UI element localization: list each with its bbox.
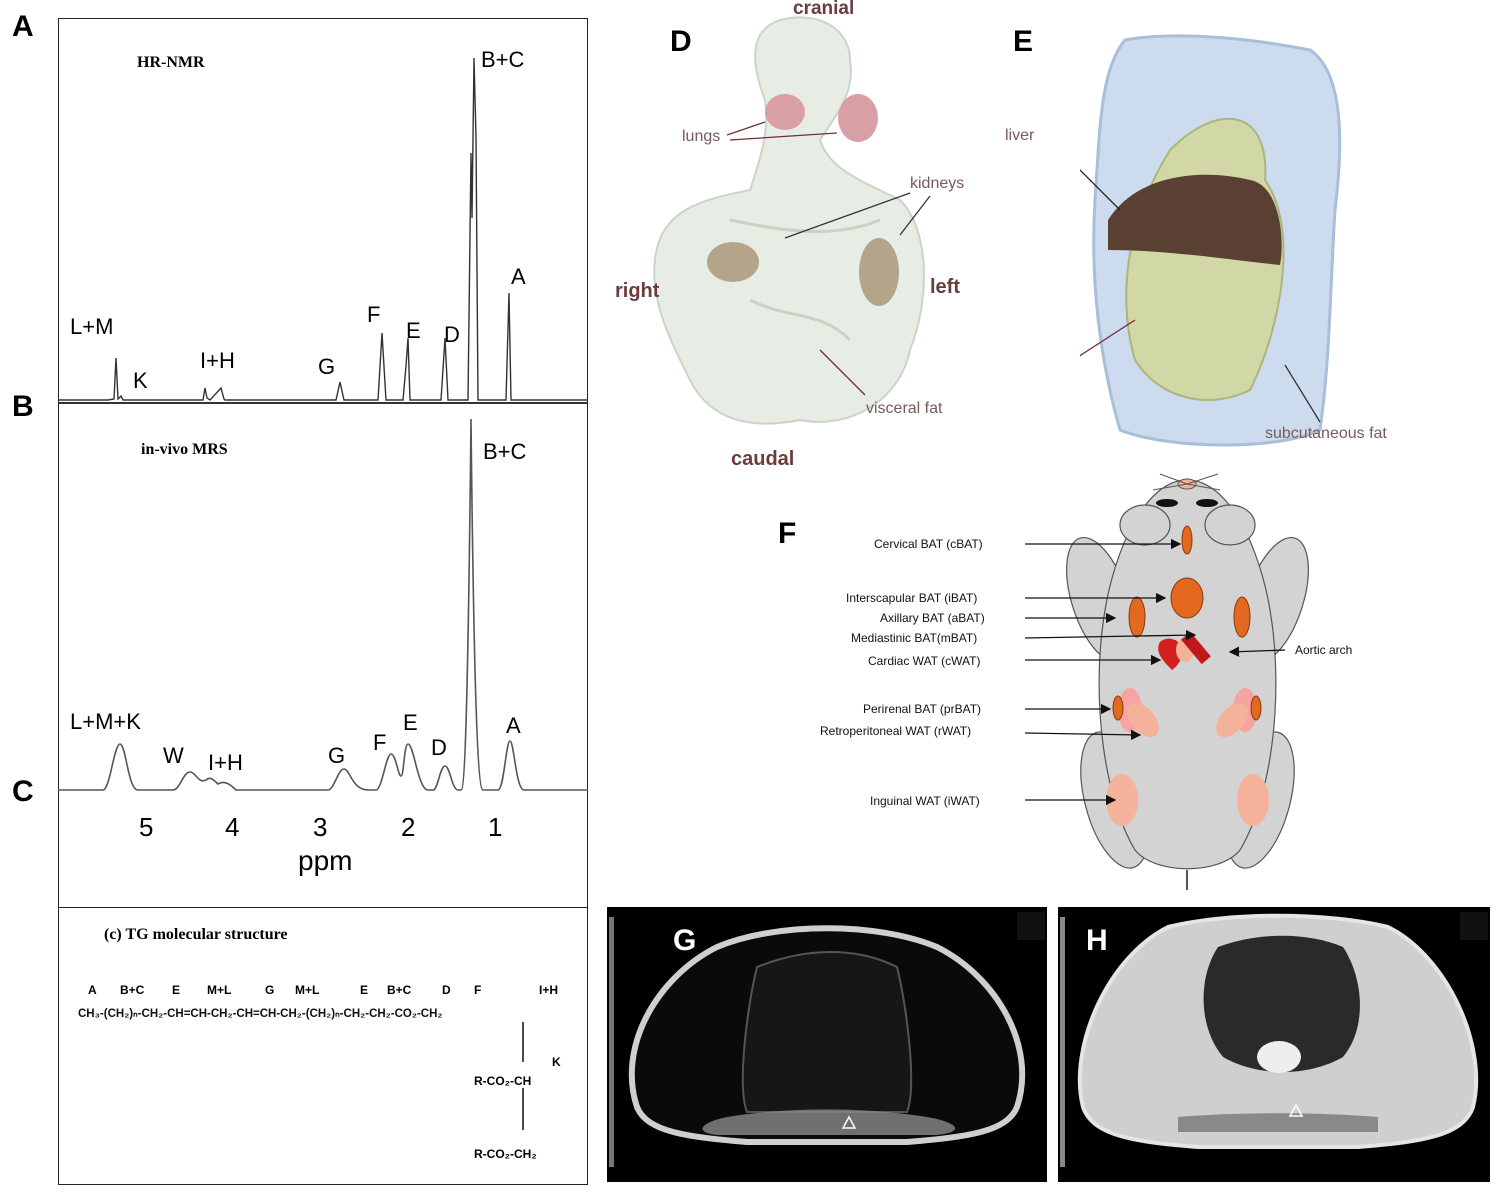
x-tick-1: 1 — [488, 812, 503, 842]
label-subcutaneous-fat: subcutaneous fat — [1265, 425, 1387, 442]
struct-label-ml2: M+L — [295, 983, 320, 997]
label-left: left — [930, 276, 960, 298]
label-lungs: lungs — [682, 128, 721, 145]
mri-h-drawing — [1058, 907, 1490, 1182]
label-liver: liver — [1005, 127, 1035, 144]
peak-b-bc: B+C — [483, 439, 527, 464]
spectrum-b-plot — [58, 418, 588, 791]
peak-a-lm: L+M — [70, 314, 114, 339]
panel-f-arrows — [1024, 538, 1286, 806]
x-tick-2: 2 — [401, 812, 416, 842]
label-cwat: Cardiac WAT (cWAT) — [868, 654, 981, 668]
peak-a-a: A — [511, 264, 526, 289]
spectrum-divider — [58, 402, 588, 404]
peak-b-f: F — [373, 730, 387, 755]
panel-label-a: A — [12, 10, 34, 43]
panel-label-g: G — [673, 924, 697, 957]
mri-image-g — [607, 907, 1047, 1182]
struct-label-e2: E — [360, 983, 369, 997]
struct-r2: R-CO₂-CH₂ — [474, 1147, 537, 1161]
x-tick-5: 5 — [139, 812, 154, 842]
spectrum-b-title: in-vivo MRS — [141, 441, 228, 458]
structure-title: (c) TG molecular structure — [104, 926, 288, 943]
label-kidneys: kidneys — [910, 175, 965, 192]
panel-label-c: C — [12, 775, 34, 808]
label-caudal: caudal — [731, 448, 795, 470]
spectrum-a-trace — [58, 57, 588, 401]
struct-label-k: K — [552, 1055, 561, 1069]
peak-a-bc: B+C — [481, 47, 525, 72]
label-aortic-arch: Aortic arch — [1295, 643, 1353, 657]
peak-a-e: E — [406, 318, 421, 343]
panel-label-d: D — [670, 25, 692, 58]
spectrum-frame — [58, 18, 588, 908]
spectrum-a-title: HR-NMR — [137, 54, 205, 71]
spectrum-b-trace — [58, 418, 588, 791]
peak-a-g: G — [318, 354, 336, 379]
peak-a-k: K — [133, 368, 148, 393]
label-iwat: Inguinal WAT (iWAT) — [870, 794, 980, 808]
struct-label-ih: I+H — [539, 983, 559, 997]
x-tick-3: 3 — [313, 812, 328, 842]
spectrum-a-plot — [58, 57, 588, 401]
label-cranial: cranial — [793, 0, 855, 19]
panel-label-e: E — [1013, 25, 1034, 58]
structure-chain: CH₃-(CH₂)ₙ-CH₂-CH=CH-CH₂-CH=CH-CH₂-(CH₂)… — [78, 1008, 524, 1130]
label-abat: Axillary BAT (aBAT) — [880, 611, 985, 625]
label-prbat: Perirenal BAT (prBAT) — [863, 702, 982, 716]
panel-label-f: F — [778, 517, 797, 550]
label-right: right — [615, 280, 660, 302]
peak-a-ih: I+H — [200, 348, 235, 373]
panel-d-render — [653, 16, 931, 425]
panel-label-b: B — [12, 390, 34, 423]
peak-a-d: D — [444, 322, 460, 347]
peak-b-g: G — [328, 743, 346, 768]
peak-b-w: W — [163, 743, 184, 768]
peak-a-f: F — [367, 302, 381, 327]
struct-label-bc1: B+C — [120, 983, 145, 997]
panel-f-mouse — [1066, 473, 1309, 890]
svg-text:CH₃-(CH₂)ₙ-CH₂-CH=CH-CH₂-CH=CH: CH₃-(CH₂)ₙ-CH₂-CH=CH-CH₂-CH=CH-CH₂-(CH₂)… — [78, 1008, 443, 1020]
struct-label-e1: E — [172, 983, 181, 997]
mri-image-h — [1058, 907, 1490, 1182]
panel-e-render — [1080, 34, 1342, 447]
peak-b-lmk: L+M+K — [70, 709, 141, 734]
label-visceral-fat: visceral fat — [866, 400, 943, 417]
label-ibat: Interscapular BAT (iBAT) — [846, 591, 978, 605]
struct-label-f: F — [474, 983, 482, 997]
peak-b-d: D — [431, 735, 447, 760]
label-rwat: Retroperitoneal WAT (rWAT) — [820, 724, 972, 738]
structure-frame — [58, 907, 588, 1185]
struct-label-g: G — [265, 983, 275, 997]
struct-label-a: A — [88, 983, 97, 997]
struct-label-bc2: B+C — [387, 983, 412, 997]
mri-g-drawing — [607, 907, 1047, 1182]
struct-label-d: D — [442, 983, 451, 997]
peak-b-ih: I+H — [208, 750, 243, 775]
struct-label-ml1: M+L — [207, 983, 232, 997]
x-tick-4: 4 — [225, 812, 240, 842]
struct-r1: R-CO₂-CH — [474, 1074, 532, 1088]
label-mbat: Mediastinic BAT(mBAT) — [851, 631, 978, 645]
peak-b-e: E — [403, 710, 418, 735]
peak-b-a: A — [506, 713, 521, 738]
label-cbat: Cervical BAT (cBAT) — [874, 537, 983, 551]
x-axis-label: ppm — [298, 845, 353, 876]
panel-label-h: H — [1086, 924, 1108, 957]
